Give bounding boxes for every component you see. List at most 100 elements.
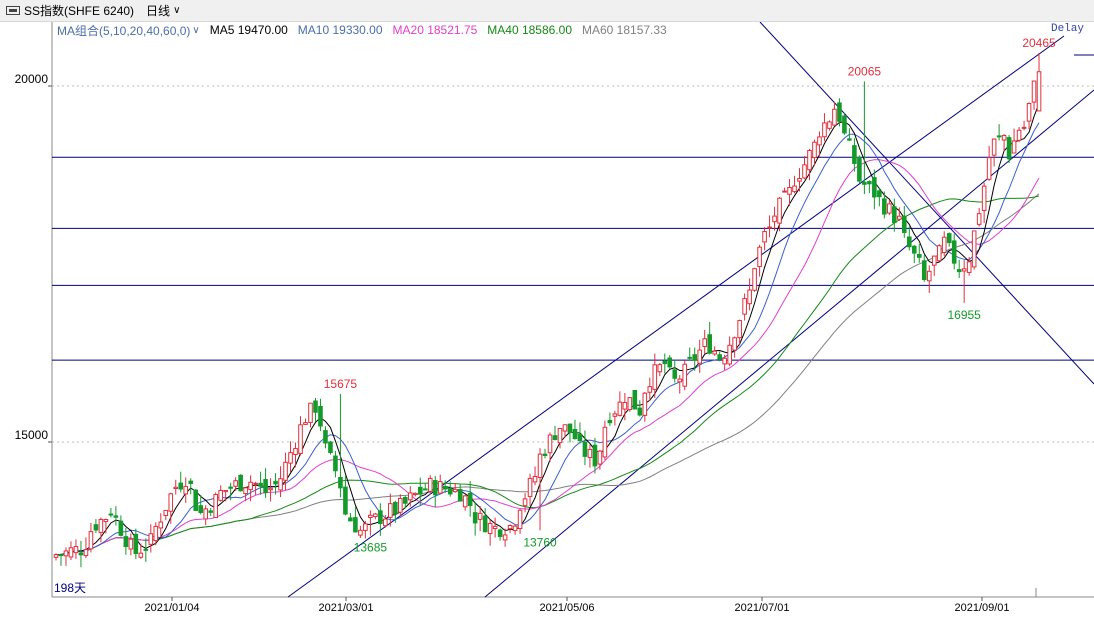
extreme-label: 15675 <box>324 377 358 391</box>
bar-count-label: 198天 <box>54 581 86 595</box>
candle-body <box>63 550 69 557</box>
candle-body <box>98 518 104 533</box>
candle-body <box>757 246 762 267</box>
candle-body <box>432 480 438 496</box>
candle-body <box>877 190 882 198</box>
candle-body <box>108 513 114 516</box>
candle-body <box>188 480 194 485</box>
chart-area[interactable]: 15000 20000 2021/01/04 2021/03/01 2021/05/06… <box>0 22 1094 621</box>
period-label: 日线 <box>146 4 171 18</box>
candle-body <box>323 430 328 444</box>
candle-body <box>782 190 787 193</box>
candle-body <box>777 197 782 224</box>
candle-body <box>582 441 588 457</box>
candle-body <box>143 548 149 551</box>
candle-body <box>363 523 368 531</box>
candle-body <box>802 164 807 179</box>
candle-body <box>642 392 648 416</box>
candle-body <box>333 455 338 472</box>
candle-body <box>567 423 573 433</box>
candle-body <box>442 485 448 490</box>
candle-body <box>692 354 698 361</box>
candle-body <box>717 354 722 360</box>
candle-body <box>78 552 84 556</box>
candle-body <box>293 448 298 456</box>
candle-body <box>253 482 258 485</box>
candle-body <box>68 547 74 558</box>
candle-body <box>243 487 248 495</box>
candle-body <box>248 481 253 491</box>
candle-body <box>313 400 318 413</box>
extreme-label: 13685 <box>354 541 388 555</box>
candle-body <box>388 503 393 518</box>
x-tick-label: 2021/01/04 <box>144 602 199 614</box>
ma-value-ma5: MA5 19470.00 <box>209 23 288 37</box>
trend-line <box>759 22 1094 385</box>
candle-body <box>617 401 623 416</box>
candle-body <box>1021 126 1027 129</box>
candle-body <box>1026 103 1032 122</box>
candle-body <box>522 498 528 507</box>
period-selector[interactable]: 日线 ∨ <box>146 2 180 19</box>
candle-body <box>283 461 288 481</box>
candle-body <box>343 486 348 515</box>
candle-body <box>358 529 363 536</box>
candle-body <box>602 426 608 458</box>
candle-body <box>837 102 842 122</box>
candle-body <box>168 493 174 512</box>
ma20-line <box>55 159 1040 556</box>
candle-body <box>517 509 523 530</box>
candle-body <box>667 357 673 368</box>
candle-body <box>223 489 228 493</box>
price-chart[interactable]: 15000 20000 2021/01/04 2021/03/01 2021/05/06… <box>0 22 1094 621</box>
candle-body <box>452 488 458 493</box>
candle-body <box>437 481 443 494</box>
candle-body <box>627 397 633 411</box>
candle-body <box>996 135 1002 138</box>
candle-body <box>622 402 628 410</box>
candle-body <box>902 215 907 233</box>
candle-body <box>298 424 303 454</box>
candle-body <box>712 350 717 355</box>
candle-body <box>163 509 169 517</box>
y-tick-label: 15000 <box>15 428 49 442</box>
candle-body <box>183 485 189 495</box>
candle-body <box>318 405 323 427</box>
candle-body <box>772 215 777 223</box>
candle-body <box>353 517 358 533</box>
candle-body <box>946 233 952 244</box>
candle-body <box>527 477 533 497</box>
instrument-title: SS指数(SHFE 6240) <box>24 4 135 18</box>
candle-body <box>398 497 403 513</box>
x-tick-label: 2021/09/01 <box>954 602 1009 614</box>
candle-body <box>822 122 827 138</box>
candle-body <box>497 529 503 537</box>
candle-body <box>971 230 977 268</box>
candle-body <box>123 536 129 547</box>
candle-body <box>383 518 388 527</box>
candle-body <box>552 435 558 441</box>
candle-body <box>258 482 263 487</box>
candle-body <box>208 510 213 513</box>
candle-body <box>842 115 847 134</box>
candle-body <box>477 512 483 520</box>
ma-group-selector[interactable]: MA组合(5,10,20,40,60,0) ∨ <box>57 22 200 39</box>
candle-body <box>762 231 767 243</box>
extreme-label: 13760 <box>523 535 557 549</box>
candle-body <box>951 240 957 264</box>
chevron-down-icon: ∨ <box>192 24 200 36</box>
candle-body <box>378 510 383 525</box>
candle-body <box>393 501 398 515</box>
candle-body <box>562 424 568 432</box>
candle-body <box>991 138 997 156</box>
candle-body <box>263 479 268 494</box>
candle-body <box>482 515 488 533</box>
candle-body <box>911 245 917 254</box>
candle-body <box>981 185 987 211</box>
candle-body <box>797 177 802 182</box>
candle-body <box>308 402 313 423</box>
candle-body <box>328 441 333 454</box>
candle-body <box>1001 134 1007 141</box>
candle-body <box>926 270 932 282</box>
candle-body <box>138 552 144 558</box>
